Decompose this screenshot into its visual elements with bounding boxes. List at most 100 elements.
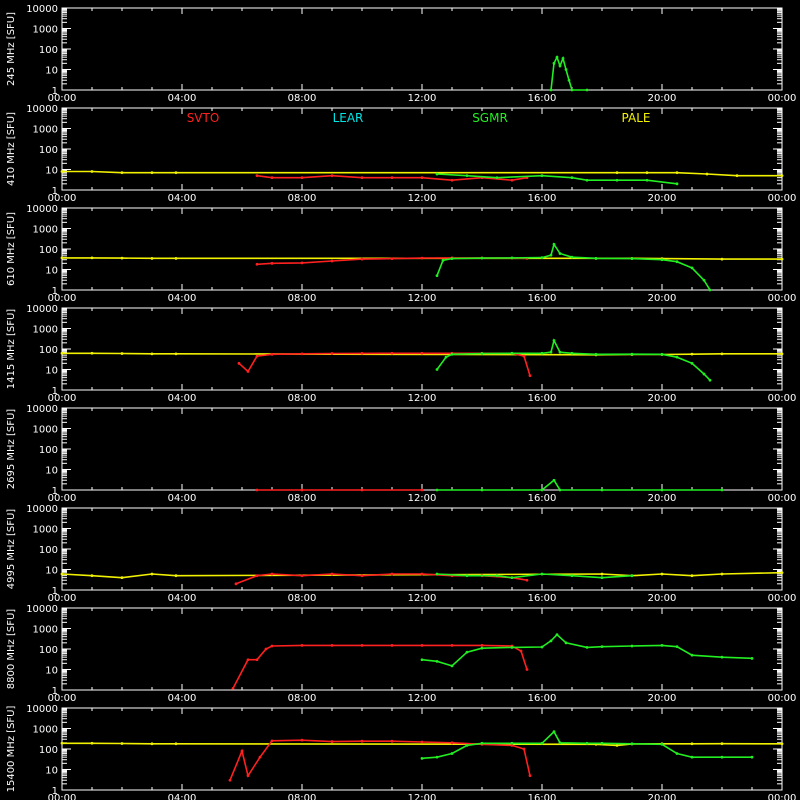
panel-15400-mhz: 15400 MHz [SFU] 1 10 100 1000 10000 00:00 04:00… [6,704,796,800]
data-point [495,176,499,180]
data-point [702,278,706,282]
data-point [90,351,94,355]
panel-1415-mhz: 1415 MHz [SFU] 1 10 100 1000 10000 00:00 04:00 0… [6,304,796,404]
y-tick-label: 100 [39,45,58,56]
x-tick-label: 12:00 [408,93,437,104]
data-point [465,574,469,578]
series-sgmr [436,338,711,381]
data-point [630,352,634,356]
data-point [780,352,784,356]
data-point [720,742,724,746]
legend-pale: PALE [622,111,651,125]
panel-410-mhz: 410 MHz [SFU] 1 10 100 1000 10000 00:00 04:00 08… [6,104,796,204]
x-tick-label: 20:00 [648,293,677,304]
data-point [690,266,694,270]
data-point [435,274,439,278]
y-axis-label: 410 MHz [SFU] [6,112,17,186]
data-point [465,743,469,747]
panel-4995-mhz: 4995 MHz [SFU] 1 10 100 1000 10000 00:00 04:00 0… [6,504,796,604]
data-point [480,646,484,650]
data-point [60,572,64,576]
x-tick-label: 12:00 [408,793,437,800]
data-point [480,352,484,355]
data-point [120,576,124,580]
data-point [600,741,604,745]
data-point [390,351,394,355]
data-point [660,572,664,576]
data-point [270,572,274,576]
data-point [390,572,394,576]
data-point [780,174,784,178]
data-point [420,176,424,180]
y-tick-label: 1000 [33,225,58,236]
data-point [495,574,499,578]
data-point [630,644,634,648]
data-point [420,740,424,744]
data-point [675,645,679,649]
data-point [360,488,364,492]
y-axis-label: 245 MHz [SFU] [6,12,17,86]
data-point [528,374,532,378]
data-point [510,576,514,580]
panel-frame [61,507,783,591]
data-point [174,171,178,175]
data-point [540,572,544,576]
data-point [558,64,562,68]
x-tick-label: 00:00 [768,293,797,304]
panel-frame [61,607,783,691]
panel-frame [61,207,783,291]
data-point [720,257,724,261]
data-point [660,488,664,492]
legend-sgmr: SGMR [472,111,508,125]
x-tick-label: 20:00 [648,193,677,204]
data-point [240,749,244,753]
data-point [360,739,364,743]
y-tick-label: 10000 [26,304,58,315]
data-point [360,574,364,578]
data-point [540,488,544,492]
data-point [561,56,565,60]
y-tick-label: 1000 [33,25,58,36]
y-tick-label: 1000 [33,625,58,636]
data-point [600,488,604,492]
data-point [330,643,334,647]
y-tick-label: 10 [45,766,58,777]
data-point [564,68,568,71]
data-point [270,352,274,356]
data-point [255,488,259,492]
y-tick-label: 1 [52,186,58,197]
x-tick-label: 04:00 [168,493,197,504]
panel-frame [61,7,783,91]
data-point [510,743,514,747]
y-axis-label: 4995 MHz [SFU] [6,509,17,590]
x-tick-label: 08:00 [288,93,317,104]
data-point [330,259,334,263]
data-point [549,350,553,354]
data-point [270,644,274,648]
data-point [540,645,544,649]
data-point [435,659,439,663]
data-point [255,354,259,358]
data-point [558,252,562,255]
data-point [270,739,274,743]
data-point [270,261,274,265]
data-point [780,257,784,261]
data-point [360,176,364,180]
y-axis-label: 2695 MHz [SFU] [6,409,17,490]
y-tick-label: 1 [52,686,58,697]
y-tick-label: 10000 [26,404,58,415]
data-point [420,351,424,355]
x-tick-label: 12:00 [408,493,437,504]
data-point [705,172,709,176]
data-point [570,351,574,355]
data-point [120,742,124,745]
data-point [270,176,274,180]
data-point [549,253,553,257]
data-point [444,355,448,359]
data-point [675,752,679,755]
data-point [720,755,724,759]
x-tick-label: 12:00 [408,593,437,604]
y-tick-label: 10 [45,166,58,177]
y-tick-label: 1000 [33,325,58,336]
data-point [690,653,694,657]
